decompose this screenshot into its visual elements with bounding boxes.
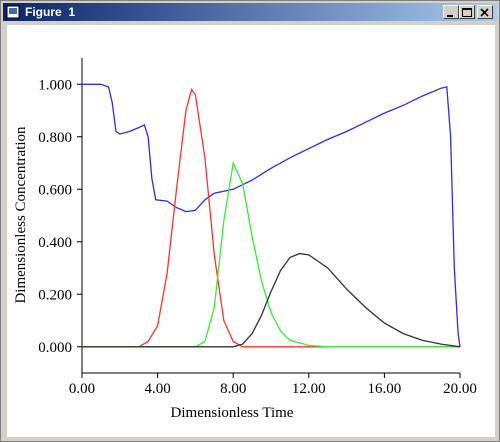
close-button[interactable]: [477, 5, 493, 19]
series-line: [82, 252, 461, 348]
series-line: [82, 88, 460, 348]
series-line: [82, 83, 461, 347]
window-title: Figure 1: [25, 5, 76, 19]
y-tick-label: 0.200: [38, 287, 72, 303]
y-axis-label: Dimensionless Concentration: [13, 126, 29, 304]
x-tick-label: 20.00: [443, 381, 477, 397]
y-tick-label: 1.000: [38, 77, 72, 93]
y-tick-label: 0.800: [38, 130, 72, 146]
x-tick-label: 0.00: [69, 381, 95, 397]
figure-area: Dimensionless Time Dimensionless Concent…: [7, 25, 495, 437]
chart: Dimensionless Time Dimensionless Concent…: [13, 58, 477, 421]
x-tick-label: 16.00: [368, 381, 402, 397]
title-bar: Figure 1: [3, 3, 497, 21]
maximize-button[interactable]: [459, 5, 475, 19]
x-tick-label: 12.00: [292, 381, 326, 397]
x-tick-label: 8.00: [220, 381, 246, 397]
minimize-button[interactable]: [443, 5, 459, 19]
x-axis-label: Dimensionless Time: [171, 405, 294, 421]
y-tick-label: 0.600: [38, 182, 72, 198]
series-line: [82, 160, 460, 348]
y-tick-label: 0.000: [38, 340, 72, 356]
window-icon: [6, 5, 20, 19]
y-tick-label: 0.400: [38, 235, 72, 251]
x-tick-label: 4.00: [144, 381, 170, 397]
